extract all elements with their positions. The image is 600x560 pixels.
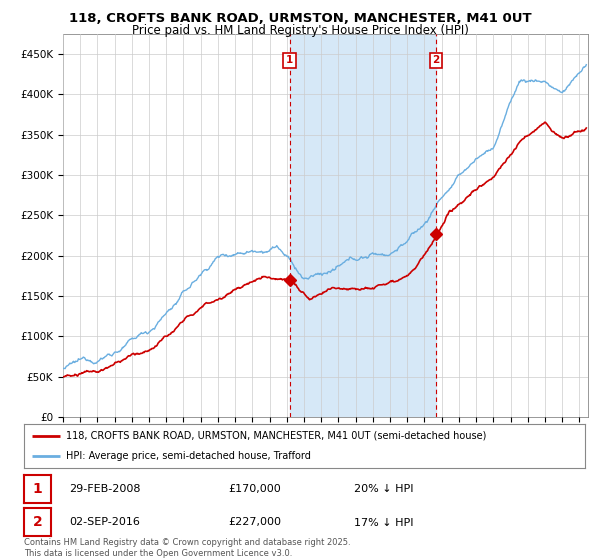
- Text: £170,000: £170,000: [228, 484, 281, 494]
- Text: Price paid vs. HM Land Registry's House Price Index (HPI): Price paid vs. HM Land Registry's House …: [131, 24, 469, 37]
- Text: 118, CROFTS BANK ROAD, URMSTON, MANCHESTER, M41 0UT: 118, CROFTS BANK ROAD, URMSTON, MANCHEST…: [68, 12, 532, 25]
- Text: 2: 2: [433, 55, 440, 66]
- Text: 118, CROFTS BANK ROAD, URMSTON, MANCHESTER, M41 0UT (semi-detached house): 118, CROFTS BANK ROAD, URMSTON, MANCHEST…: [66, 431, 487, 441]
- Text: 2: 2: [32, 515, 43, 530]
- Text: 29-FEB-2008: 29-FEB-2008: [69, 484, 140, 494]
- Text: 1: 1: [32, 482, 43, 496]
- Text: 20% ↓ HPI: 20% ↓ HPI: [354, 484, 413, 494]
- Text: 02-SEP-2016: 02-SEP-2016: [69, 517, 140, 528]
- Text: 1: 1: [286, 55, 293, 66]
- Bar: [290, 34, 436, 417]
- Text: HPI: Average price, semi-detached house, Trafford: HPI: Average price, semi-detached house,…: [66, 451, 311, 461]
- Text: £227,000: £227,000: [228, 517, 281, 528]
- Text: 17% ↓ HPI: 17% ↓ HPI: [354, 517, 413, 528]
- Text: Contains HM Land Registry data © Crown copyright and database right 2025.
This d: Contains HM Land Registry data © Crown c…: [24, 538, 350, 558]
